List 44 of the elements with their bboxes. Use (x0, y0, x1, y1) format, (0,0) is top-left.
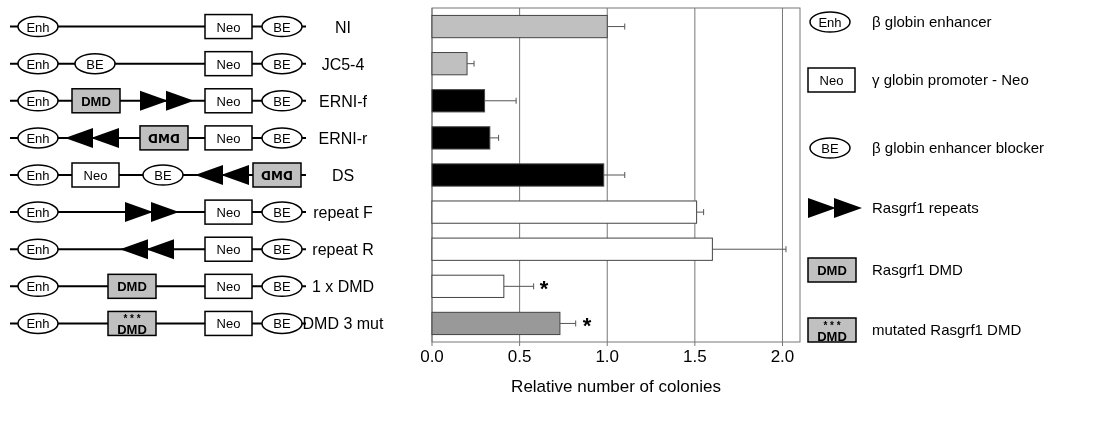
annotation: * (582, 313, 592, 339)
x-tick-label: 0.5 (507, 347, 532, 366)
text: γ globin promoter - Neo (872, 71, 1029, 88)
bar (431, 237, 713, 261)
bar (431, 311, 561, 336)
construct-diagram: Enh ᗡMᗡ Neo BE (9, 125, 307, 151)
text: Rasgrf1 repeats (872, 199, 979, 216)
text: β globin enhancer blocker (872, 139, 1045, 156)
y-tick-label: 1 x DMD (311, 278, 375, 296)
x-tick-label: 1.5 (683, 347, 707, 366)
construct-diagram: Enh DMD Neo BE (9, 273, 307, 300)
starred-box-icon: * * * DMD (807, 317, 857, 344)
box-icon: DMD (807, 257, 857, 283)
ellipse-icon: Enh (809, 11, 851, 33)
bar (431, 126, 491, 150)
construct-diagram: Enh Neo BE (9, 199, 307, 225)
ellipse-icon: BE (809, 137, 851, 159)
bar (431, 163, 605, 187)
bar (431, 89, 486, 113)
x-tick-label: 1.0 (595, 347, 620, 366)
construct-diagram: Enh DMD Neo BE (9, 88, 307, 114)
y-tick-label: JC5-4 (321, 55, 365, 73)
x-axis-title: Relative number of colonies (511, 377, 721, 396)
bar (431, 200, 698, 224)
text: mutated Rasgrf1 DMD (872, 321, 1022, 338)
construct-diagram: Enh Neo BE (9, 13, 307, 40)
annotation: * (539, 276, 549, 302)
bar (431, 52, 468, 76)
y-tick-label: repeat R (312, 241, 374, 259)
construct-diagram: Enh Neo BE ᗡMᗡ (9, 162, 307, 188)
y-tick-label: DS (331, 167, 355, 184)
bar (431, 274, 505, 298)
y-tick-label: ERNI-r (318, 129, 369, 147)
construct-diagram: Enh BE Neo BE (9, 50, 307, 77)
x-tick-label: 0.0 (420, 347, 444, 366)
text: Rasgrf1 DMD (872, 261, 964, 278)
construct-diagram: Enh Neo BE (9, 236, 307, 262)
x-tick-label: 2.0 (770, 347, 795, 366)
box-icon: Neo (807, 67, 856, 93)
text: β globin enhancer (872, 13, 992, 30)
y-tick-label: ERNI-f (319, 92, 368, 110)
y-tick-label: NI (335, 18, 351, 36)
y-tick-label: repeat F (313, 204, 374, 222)
bar (431, 14, 608, 39)
